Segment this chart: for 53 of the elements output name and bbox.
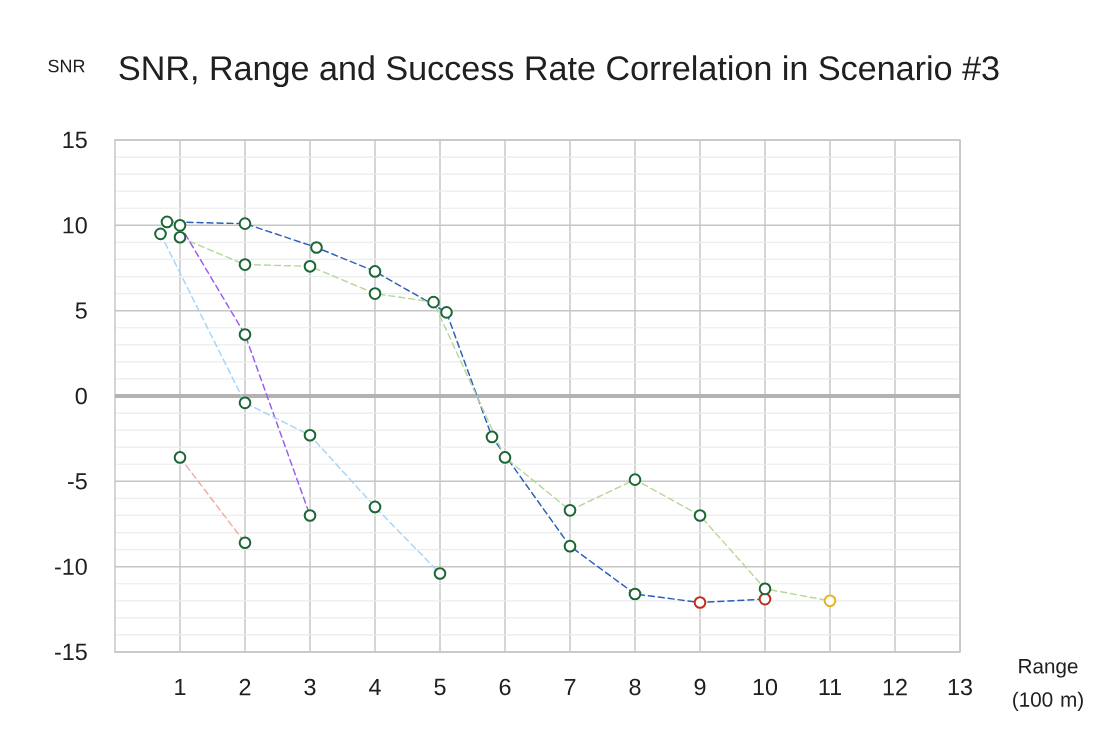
point [238, 396, 252, 410]
y-tick-label: 0 [75, 387, 87, 405]
point [758, 582, 772, 596]
y-tick-label: -10 [55, 558, 87, 575]
x-tick-label: 10 [753, 678, 778, 696]
point [173, 451, 187, 464]
point [693, 596, 707, 609]
point [368, 287, 382, 300]
point [368, 500, 382, 514]
y-tick-label: -5 [68, 473, 87, 490]
point [238, 217, 252, 230]
point [563, 504, 577, 517]
point [433, 567, 447, 580]
x-tick-label: 12 [883, 678, 907, 696]
point [173, 219, 187, 232]
y-tick-label: 15 [63, 131, 87, 149]
point [485, 430, 499, 444]
point [173, 230, 187, 244]
x-tick-label: 7 [564, 678, 576, 696]
x-tick-label: 4 [369, 678, 381, 696]
point [238, 328, 252, 341]
point [440, 306, 453, 319]
x-axis-title: Range (100 m) [1013, 659, 1083, 711]
point [693, 509, 707, 522]
point [628, 473, 642, 486]
x-tick-label: 11 [819, 678, 841, 696]
point [154, 227, 167, 241]
chart-title: SNR, Range and Success Rate Correlation in Scenario #3 [119, 55, 999, 88]
point [310, 241, 323, 254]
x-tick-label: 8 [629, 678, 641, 696]
x-tick-label: 9 [694, 678, 706, 696]
y-tick-label: -15 [55, 643, 87, 661]
point [628, 587, 642, 601]
point [368, 265, 382, 278]
point [498, 451, 512, 464]
x-tick-label: 3 [304, 678, 316, 696]
point [303, 509, 317, 522]
y-axis-title: SNR [48, 59, 85, 73]
point [823, 594, 837, 608]
y-tick-label: 10 [63, 217, 87, 234]
x-tick-label: 2 [239, 678, 251, 696]
point [563, 539, 577, 553]
x-tick-label: 13 [948, 678, 972, 696]
point [238, 258, 252, 271]
point [238, 536, 252, 550]
x-tick-label: 6 [499, 678, 511, 696]
point [303, 259, 317, 273]
point [160, 215, 174, 229]
y-tick-label: 5 [75, 302, 87, 319]
x-tick-label: 5 [434, 678, 446, 696]
x-tick-label: 1 [175, 678, 186, 696]
point [303, 428, 317, 442]
point [427, 295, 440, 309]
